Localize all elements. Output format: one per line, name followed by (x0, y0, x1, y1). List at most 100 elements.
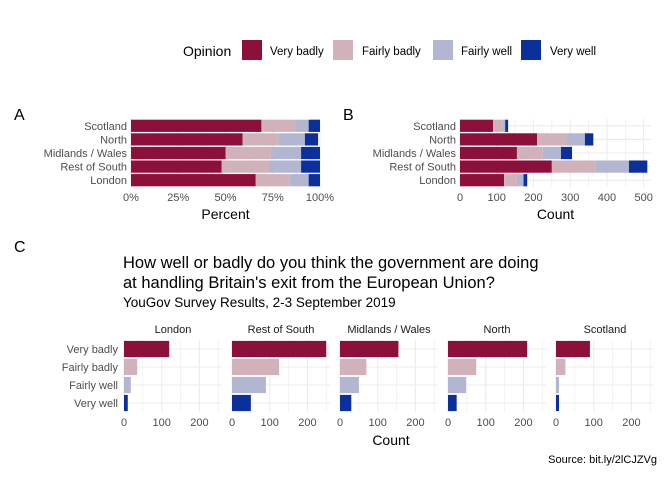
x-tick-label: 75% (262, 192, 284, 204)
legend-key-fairly-badly (333, 40, 353, 60)
x-tick-label: 100 (369, 417, 387, 429)
x-tick-label: 25% (167, 192, 189, 204)
bar-scotland-very-well (308, 119, 320, 132)
legend-key-very-badly (242, 40, 262, 60)
bar-scotland-fairly-well (295, 119, 309, 132)
bar-north-fairly-badly (242, 133, 279, 146)
y-tick-label: Rest of South (60, 162, 127, 174)
x-tick-label: 0 (445, 417, 451, 429)
bar-north-very-badly (131, 133, 243, 146)
bar-north-fairly-badly (448, 358, 477, 376)
x-tick-label: 100% (306, 192, 334, 204)
bar-midlands-wales-fairly-badly (516, 146, 543, 160)
bar-rest-of-south-fairly-well (268, 160, 302, 173)
bar-scotland-fairly-well (502, 119, 506, 132)
bar-london-very-well (523, 174, 528, 187)
x-tick-label: 200 (406, 417, 424, 429)
bar-scotland-very-well (505, 119, 509, 132)
x-tick-label: 0 (553, 417, 559, 429)
x-tick-label: 200 (190, 417, 208, 429)
bar-midlands-wales-fairly-badly (225, 146, 271, 160)
bar-london-fairly-well (516, 174, 524, 187)
x-axis-title: Count (372, 432, 409, 448)
bar-north-very-well (448, 394, 457, 412)
y-tick-label: Fairly badly (62, 362, 119, 374)
y-tick-label: Fairly well (69, 380, 118, 392)
chart-subtitle: YouGov Survey Results, 2-3 September 201… (123, 295, 396, 310)
bar-scotland-fairly-badly (261, 119, 296, 132)
bar-midlands-wales-very-well (301, 146, 320, 160)
x-tick-label: 200 (622, 417, 640, 429)
facet-strip-scotland: Scotland (584, 324, 627, 336)
bar-london-very-well (308, 174, 320, 187)
x-tick-label: 300 (561, 192, 579, 204)
bar-london-very-badly (124, 340, 170, 358)
x-tick-label: 0% (123, 192, 139, 204)
bar-rest-of-south-fairly-well (232, 376, 266, 394)
bar-london-fairly-badly (124, 358, 138, 376)
bar-north-very-well (584, 133, 594, 146)
bar-north-fairly-well (448, 376, 467, 394)
bar-rest-of-south-fairly-badly (221, 160, 269, 173)
y-tick-label: Scotland (413, 121, 456, 133)
legend: Opinion Very badly Fairly badly Fairly w… (183, 40, 596, 60)
panel-label-a: A (14, 107, 25, 124)
chart-title-line2: at handling Britain's exit from the Euro… (123, 274, 495, 292)
bar-scotland-very-badly (556, 340, 590, 358)
bar-scotland-very-badly (460, 119, 494, 132)
bar-london-very-well (124, 394, 128, 412)
bar-north-fairly-badly (537, 133, 567, 146)
bar-midlands-wales-very-badly (460, 146, 517, 160)
legend-label-very-well: Very well (550, 46, 596, 58)
y-tick-label: Midlands / Wales (373, 148, 457, 160)
x-tick-label: 0 (337, 417, 343, 429)
bar-north-very-badly (448, 340, 528, 358)
chart-title-line1: How well or badly do you think the gover… (123, 254, 539, 272)
x-tick-label: 100 (153, 417, 171, 429)
bar-london-fairly-badly (504, 174, 517, 187)
x-tick-label: 200 (514, 417, 532, 429)
x-tick-label: 400 (598, 192, 616, 204)
bar-north-very-badly (460, 133, 538, 146)
legend-title: Opinion (183, 43, 231, 59)
bar-scotland-very-badly (131, 119, 262, 132)
facet-strip-rest-of-south: Rest of South (248, 324, 315, 336)
x-tick-label: 0 (121, 417, 127, 429)
panel-label-c: C (14, 239, 26, 256)
x-tick-label: 50% (214, 192, 236, 204)
x-tick-label: 100 (585, 417, 603, 429)
plot-c: London Very badly Fairly badly Fairly well V… (62, 324, 654, 448)
legend-key-fairly-well (433, 40, 453, 60)
x-tick-label: 100 (488, 192, 506, 204)
bar-rest-of-south-very-badly (131, 160, 222, 173)
y-tick-label: London (419, 175, 456, 187)
legend-label-fairly-well: Fairly well (461, 46, 512, 58)
bar-london-fairly-well (124, 376, 131, 394)
facet-strip-midlands-wales: Midlands / Wales (347, 324, 431, 336)
y-tick-label: London (90, 175, 127, 187)
bar-london-very-badly (131, 174, 256, 187)
x-axis-title: Count (537, 206, 574, 222)
bar-rest-of-south-fairly-well (595, 160, 629, 173)
y-tick-label: Very well (74, 398, 118, 410)
bar-north-very-well (304, 133, 319, 146)
bar-rest-of-south-very-well (232, 394, 251, 412)
legend-label-very-badly: Very badly (270, 46, 324, 58)
bar-midlands-wales-very-well (561, 146, 573, 160)
bar-london-fairly-badly (255, 174, 290, 187)
bar-scotland-fairly-well (556, 376, 560, 394)
y-tick-label: Rest of South (389, 162, 456, 174)
bar-midlands-wales-fairly-badly (340, 358, 367, 376)
bar-rest-of-south-fairly-badly (232, 358, 280, 376)
legend-label-fairly-badly: Fairly badly (362, 46, 421, 58)
bar-scotland-fairly-badly (556, 358, 566, 376)
y-tick-label: North (100, 134, 127, 146)
bar-midlands-wales-fairly-well (270, 146, 302, 160)
bar-midlands-wales-very-badly (340, 340, 399, 358)
x-tick-label: 100 (261, 417, 279, 429)
facet-strip-north: North (484, 324, 511, 336)
panel-label-b: B (343, 107, 354, 124)
bar-midlands-wales-fairly-well (542, 146, 562, 160)
legend-key-very-well (521, 40, 541, 60)
